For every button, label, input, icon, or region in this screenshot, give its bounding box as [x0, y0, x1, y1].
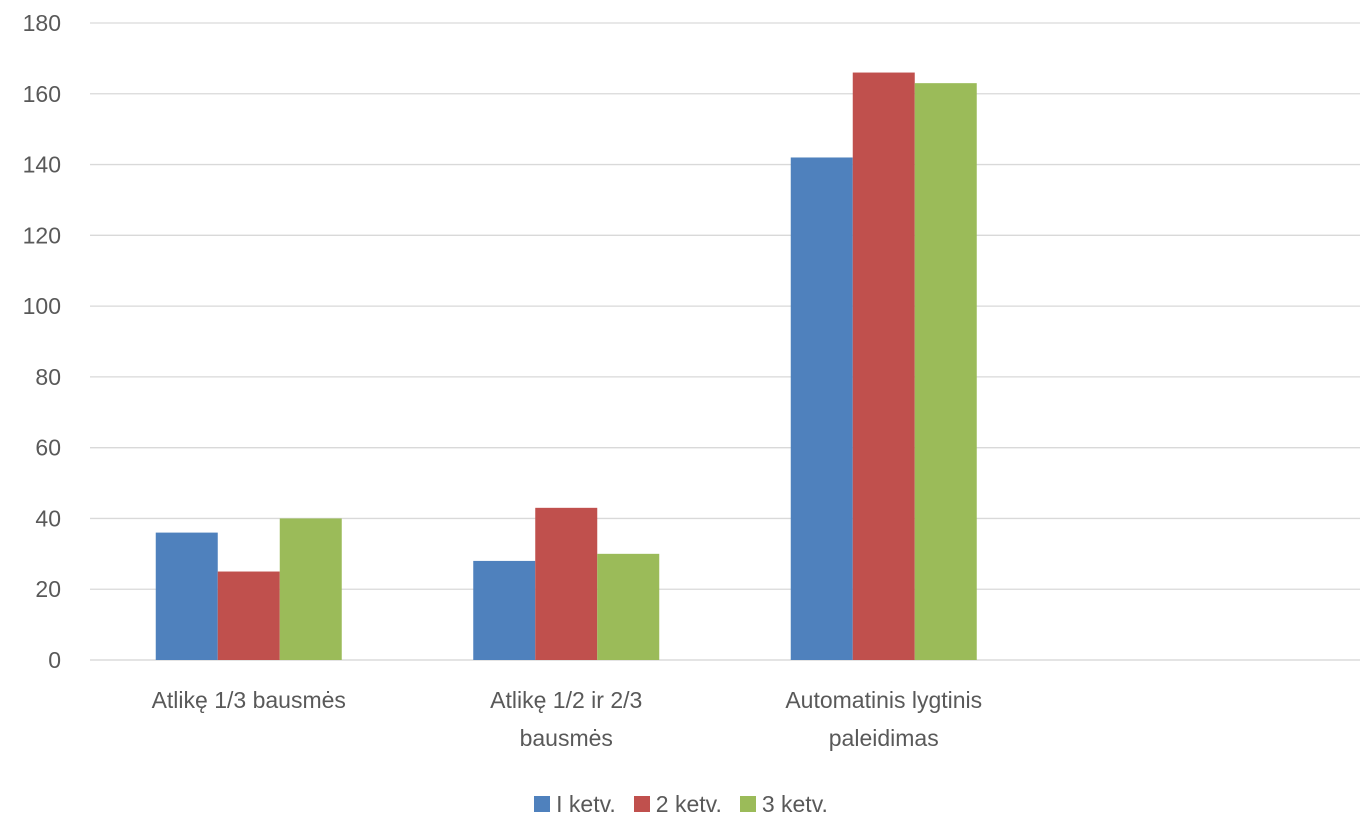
legend-swatch: [739, 796, 756, 812]
y-tick-label: 40: [35, 505, 61, 531]
legend-item: I ketv.: [534, 786, 616, 822]
legend-item: 3 ketv.: [739, 786, 828, 822]
bar: [597, 553, 660, 660]
y-axis-tick-labels: 0 20 40 60 80 100 120 140 160 180: [23, 10, 61, 673]
bar: [217, 571, 280, 660]
bar: [790, 157, 853, 660]
y-tick-label: 20: [35, 576, 61, 602]
y-tick-label: 60: [35, 435, 61, 461]
legend-label: 2 ketv.: [655, 791, 722, 817]
category-label: Atlikę 1/3 bausmės: [152, 687, 346, 713]
y-tick-label: 100: [23, 293, 61, 319]
legend-label: 3 ketv.: [761, 791, 828, 817]
category-label: bausmės: [520, 725, 613, 751]
bar: [473, 560, 536, 660]
y-tick-label: 80: [35, 364, 61, 390]
y-tick-label: 160: [23, 81, 61, 107]
category-label: Atlikę 1/2 ir 2/3: [490, 687, 642, 713]
y-tick-label: 0: [48, 647, 61, 673]
bars: [155, 72, 977, 661]
bar: [155, 532, 218, 660]
legend-label: I ketv.: [556, 791, 616, 817]
bar: [914, 83, 977, 660]
bar: [279, 518, 342, 660]
legend-swatch: [633, 796, 650, 812]
category-label: Automatinis lygtinis: [785, 687, 982, 713]
legend-swatch: [534, 796, 551, 812]
bar: [535, 507, 598, 660]
category-labels: Atlikę 1/3 bausmės Atlikę 1/2 ir 2/3 bausm…: [152, 687, 983, 751]
bar: [852, 72, 915, 661]
y-tick-label: 120: [23, 222, 61, 248]
legend: I ketv. 2 ketv. 3 ketv.: [0, 786, 1362, 822]
y-tick-label: 180: [23, 10, 61, 36]
category-label: paleidimas: [829, 725, 939, 751]
bar-chart: 0 20 40 60 80 100 120 140 160 180 Atlikę 1/3 baus…: [23, 10, 1360, 751]
y-tick-label: 140: [23, 152, 61, 178]
legend-item: 2 ketv.: [633, 786, 722, 822]
